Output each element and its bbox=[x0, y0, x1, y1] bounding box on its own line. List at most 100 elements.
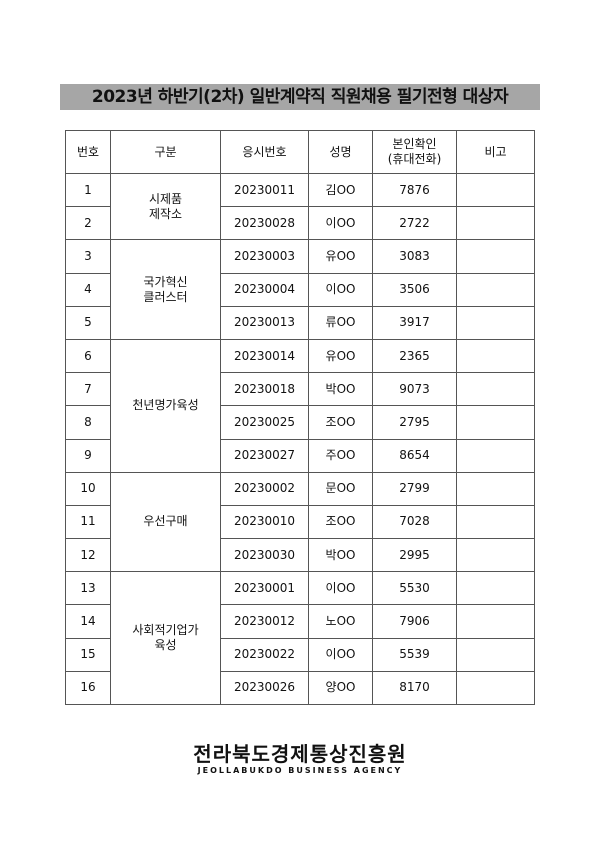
remarks-cell bbox=[456, 538, 535, 573]
table-row: 1 시제품 제작소 20230011 김OO 7876 bbox=[65, 172, 535, 241]
phone-digits: 5539 bbox=[372, 637, 457, 672]
remarks-cell bbox=[456, 239, 535, 274]
remarks-cell bbox=[456, 637, 535, 672]
org-english: JEOLLABUKDO BUSINESS AGENCY bbox=[197, 766, 403, 775]
header-cell: 구분 bbox=[110, 130, 221, 174]
row-number: 3 bbox=[65, 239, 111, 274]
group-label: 국가혁신 클러스터 bbox=[110, 239, 221, 340]
applicant-name: 조OO bbox=[308, 405, 373, 440]
applicant-name: 주OO bbox=[308, 438, 373, 473]
remarks-cell bbox=[456, 405, 535, 440]
row-number: 16 bbox=[65, 670, 111, 706]
table-row: 16 20230026 양OO 8170 bbox=[65, 670, 535, 706]
table-row: 5 20230013 류OO 3917 bbox=[65, 305, 535, 340]
applicant-name: 조OO bbox=[308, 504, 373, 540]
row-number: 6 bbox=[65, 338, 111, 374]
phone-digits: 8654 bbox=[372, 438, 457, 473]
org-name: 전라북도경제통상진흥원 bbox=[193, 742, 407, 766]
row-number: 14 bbox=[65, 604, 111, 639]
applicant-id: 20230030 bbox=[220, 538, 309, 573]
phone-digits: 7028 bbox=[372, 504, 457, 540]
applicant-name: 이OO bbox=[308, 571, 373, 606]
phone-digits: 3083 bbox=[372, 239, 457, 274]
remarks-cell bbox=[456, 206, 535, 241]
phone-digits: 2799 bbox=[372, 471, 457, 506]
phone-digits: 7876 bbox=[372, 172, 457, 208]
applicant-name: 유OO bbox=[308, 239, 373, 274]
row-number: 5 bbox=[65, 305, 111, 340]
phone-digits: 2365 bbox=[372, 338, 457, 374]
remarks-cell bbox=[456, 670, 535, 706]
remarks-cell bbox=[456, 504, 535, 540]
group-label: 시제품 제작소 bbox=[110, 172, 221, 241]
table-row: 7 20230018 박OO 9073 bbox=[65, 372, 535, 407]
phone-digits: 2795 bbox=[372, 405, 457, 440]
applicant-name: 이OO bbox=[308, 637, 373, 672]
remarks-cell bbox=[456, 471, 535, 506]
applicant-name: 노OO bbox=[308, 604, 373, 639]
applicant-name: 이OO bbox=[308, 272, 373, 307]
applicant-name: 박OO bbox=[308, 372, 373, 407]
table-row: 13 사회적기업가 육성 20230001 이OO 5530 bbox=[65, 571, 535, 705]
table-row: 6 천년명가육성 20230014 유OO 2365 bbox=[65, 338, 535, 473]
table-row: 10 우선구매 20230002 문OO 2799 bbox=[65, 471, 535, 573]
row-number: 8 bbox=[65, 405, 111, 440]
applicant-id: 20230003 bbox=[220, 239, 309, 274]
applicant-id: 20230025 bbox=[220, 405, 309, 440]
remarks-cell bbox=[456, 438, 535, 473]
header-cell: 응시번호 bbox=[220, 130, 309, 174]
phone-digits: 8170 bbox=[372, 670, 457, 706]
applicant-name: 유OO bbox=[308, 338, 373, 374]
title: 2023년 하반기(2차) 일반계약직 직원채용 필기전형 대상자 bbox=[60, 84, 540, 110]
applicant-id: 20230002 bbox=[220, 471, 309, 506]
applicant-id: 20230012 bbox=[220, 604, 309, 639]
row-number: 13 bbox=[65, 571, 111, 606]
remarks-cell bbox=[456, 338, 535, 374]
applicant-name: 양OO bbox=[308, 670, 373, 706]
applicant-id: 20230018 bbox=[220, 372, 309, 407]
remarks-cell bbox=[456, 305, 535, 340]
phone-digits: 9073 bbox=[372, 372, 457, 407]
table-row: 12 20230030 박OO 2995 bbox=[65, 538, 535, 573]
group-label: 사회적기업가 육성 bbox=[110, 571, 221, 705]
remarks-cell bbox=[456, 372, 535, 407]
phone-digits: 2722 bbox=[372, 206, 457, 241]
row-number: 9 bbox=[65, 438, 111, 473]
header-row: 번호 구분 응시번호 성명 본인확인 (휴대전화) 비고 bbox=[65, 130, 535, 174]
applicant-id: 20230004 bbox=[220, 272, 309, 307]
row-number: 10 bbox=[65, 471, 111, 506]
group-label: 천년명가육성 bbox=[110, 338, 221, 473]
remarks-cell bbox=[456, 571, 535, 606]
applicant-id: 20230011 bbox=[220, 172, 309, 208]
phone-digits: 7906 bbox=[372, 604, 457, 639]
table-row: 14 20230012 노OO 7906 bbox=[65, 604, 535, 639]
row-number: 7 bbox=[65, 372, 111, 407]
header-cell: 성명 bbox=[308, 130, 373, 174]
table-row: 2 20230028 이OO 2722 bbox=[65, 206, 535, 241]
applicant-id: 20230010 bbox=[220, 504, 309, 540]
applicant-id: 20230028 bbox=[220, 206, 309, 241]
table: 번호 구분 응시번호 성명 본인확인 (휴대전화) 비고 1 시제품 제작소 20230011… bbox=[65, 130, 535, 706]
remarks-cell bbox=[456, 604, 535, 639]
table-row: 11 20230010 조OO 7028 bbox=[65, 504, 535, 540]
table-row: 3 국가혁신 클러스터 20230003 유OO 3083 bbox=[65, 239, 535, 340]
row-number: 15 bbox=[65, 637, 111, 672]
header-cell: 본인확인 (휴대전화) bbox=[372, 130, 457, 174]
applicant-name: 박OO bbox=[308, 538, 373, 573]
header-cell: 번호 bbox=[65, 130, 111, 174]
row-number: 11 bbox=[65, 504, 111, 540]
applicant-name: 이OO bbox=[308, 206, 373, 241]
phone-digits: 3917 bbox=[372, 305, 457, 340]
table-body: 1 시제품 제작소 20230011 김OO 7876 2 20230028 이OO 2722 3… bbox=[65, 172, 535, 706]
applicant-id: 20230027 bbox=[220, 438, 309, 473]
row-number: 1 bbox=[65, 172, 111, 208]
remarks-cell bbox=[456, 172, 535, 208]
group-label: 우선구매 bbox=[110, 471, 221, 573]
row-number: 4 bbox=[65, 272, 111, 307]
applicant-id: 20230001 bbox=[220, 571, 309, 606]
phone-digits: 5530 bbox=[372, 571, 457, 606]
remarks-cell bbox=[456, 272, 535, 307]
table-row: 15 20230022 이OO 5539 bbox=[65, 637, 535, 672]
applicant-name: 김OO bbox=[308, 172, 373, 208]
